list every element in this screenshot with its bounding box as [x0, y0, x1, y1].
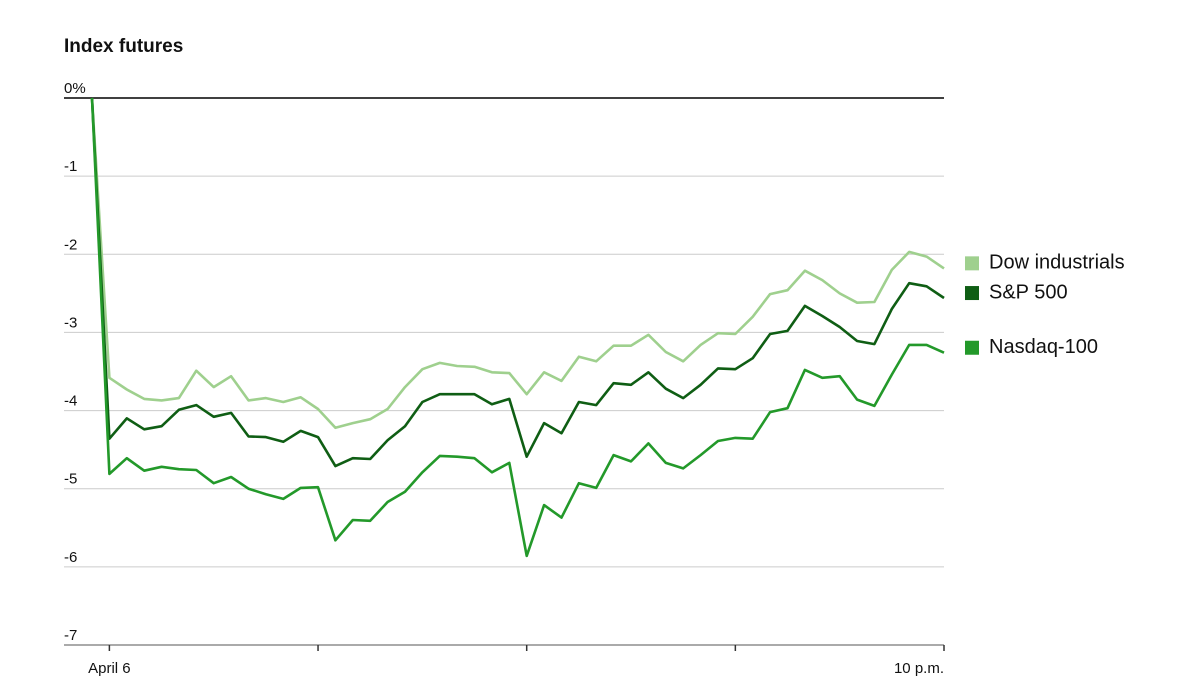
x-tick-label: April 6 [88, 660, 131, 677]
y-tick-label: -6 [64, 549, 77, 566]
legend-label: S&P 500 [989, 281, 1068, 303]
y-tick-label: -1 [64, 158, 77, 175]
y-tick-label: -4 [64, 393, 77, 410]
series-line [90, 97, 945, 430]
legend-swatch [965, 256, 979, 271]
legend-label: Nasdaq-100 [989, 336, 1098, 358]
y-tick-label: -5 [64, 471, 77, 488]
legend-swatch [965, 340, 979, 355]
y-tick-label: -7 [64, 627, 77, 644]
chart-title: Index futures [64, 36, 183, 57]
y-tick-label: -2 [64, 236, 77, 253]
series-line [90, 97, 945, 468]
series-line [90, 97, 945, 558]
legend-swatch [965, 286, 979, 301]
y-tick-label: -3 [64, 314, 77, 331]
y-tick-label: 0% [64, 80, 86, 97]
x-tick-label: 10 p.m. [894, 660, 944, 677]
legend-label: Dow industrials [989, 252, 1125, 274]
